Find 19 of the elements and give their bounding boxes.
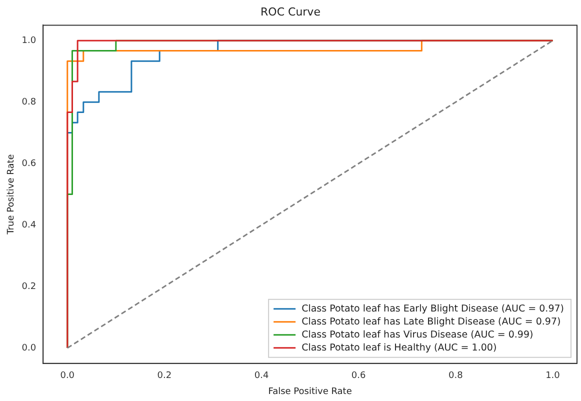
y-tick-label: 0.4 — [22, 220, 36, 230]
y-tick-label: 0.8 — [22, 97, 36, 108]
y-tick-label: 0.6 — [22, 158, 36, 169]
legend-label: Class Potato leaf has Virus Disease (AUC = 0.99) — [302, 329, 534, 340]
chart-title: ROC Curve — [260, 5, 321, 18]
y-tick-label: 1.0 — [22, 36, 36, 46]
legend-label: Class Potato leaf is Healthy (AUC = 1.00) — [302, 342, 497, 354]
legend-label: Class Potato leaf has Early Blight Disease (AUC = 0.97) — [302, 303, 564, 314]
x-axis-title: False Positive Rate — [268, 386, 352, 397]
legend-label: Class Potato leaf has Late Blight Disease (AUC = 0.97) — [302, 316, 561, 328]
x-tick-label: 0.2 — [157, 371, 172, 382]
y-tick-label: 0.2 — [22, 282, 36, 292]
y-axis-title: True Positive Rate — [6, 154, 17, 236]
x-tick-label: 0.0 — [60, 371, 75, 382]
x-tick-label: 1.0 — [546, 371, 560, 382]
x-tick-label: 0.6 — [351, 371, 366, 382]
x-tick-label: 0.8 — [448, 371, 464, 382]
x-tick-label: 0.4 — [254, 371, 269, 382]
y-tick-label: 0.0 — [22, 343, 36, 354]
